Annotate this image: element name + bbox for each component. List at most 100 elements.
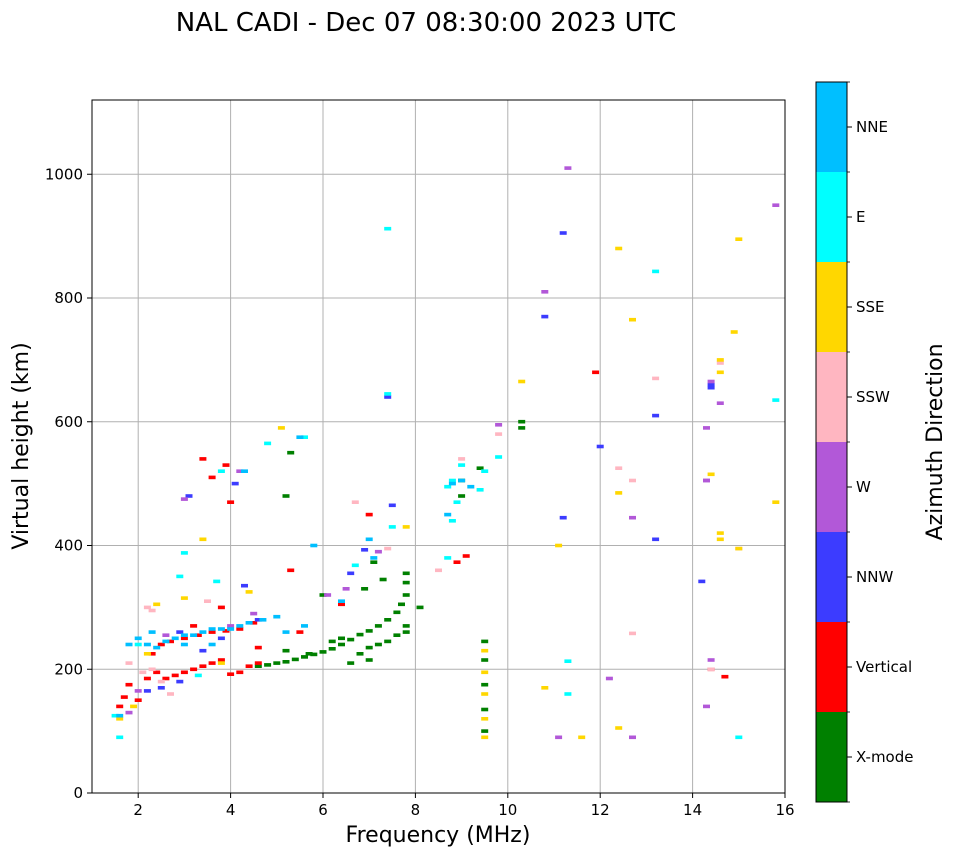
data-point — [134, 636, 142, 641]
colorbar-segment — [816, 712, 847, 802]
data-point — [148, 630, 156, 634]
data-point — [254, 618, 262, 622]
data-point — [153, 602, 161, 607]
data-point — [398, 602, 405, 607]
data-point — [384, 226, 392, 231]
data-point — [157, 686, 165, 690]
y-axis-ticks: 0 200 400 600 800 1000 — [45, 165, 92, 802]
data-point — [615, 491, 623, 495]
data-point — [481, 729, 489, 733]
data-point — [171, 673, 179, 678]
data-point — [374, 642, 382, 647]
data-point — [467, 484, 475, 489]
data-point — [301, 435, 308, 439]
chart-title: NAL CADI - Dec 07 08:30:00 2023 UTC — [176, 8, 676, 38]
data-point — [241, 583, 248, 588]
data-point — [772, 500, 780, 504]
series-ssw — [125, 361, 743, 696]
data-point — [217, 627, 225, 631]
data-point — [231, 481, 239, 486]
data-point — [347, 571, 355, 576]
data-point — [125, 661, 133, 665]
series-w — [125, 166, 780, 740]
data-point — [227, 672, 235, 676]
data-point — [707, 667, 715, 672]
series-sse — [116, 237, 780, 740]
data-point — [707, 658, 715, 662]
data-point — [605, 676, 613, 681]
data-point — [338, 602, 345, 607]
data-point — [707, 379, 715, 384]
data-point — [481, 692, 489, 696]
data-point — [481, 717, 489, 721]
data-point — [328, 647, 336, 651]
data-point — [698, 579, 706, 584]
data-point — [652, 413, 660, 418]
data-point — [116, 717, 124, 721]
data-point — [143, 605, 151, 610]
data-point — [384, 392, 392, 396]
data-points — [111, 166, 780, 740]
colorbar-segment — [816, 352, 847, 442]
data-point — [176, 574, 184, 579]
data-point — [444, 556, 452, 560]
y-tick-label: 600 — [54, 413, 83, 431]
data-point — [481, 469, 489, 473]
data-point — [139, 670, 147, 675]
data-point — [629, 735, 636, 740]
data-point — [148, 652, 156, 656]
data-point — [134, 642, 142, 647]
data-point — [444, 512, 452, 517]
x-tick-label: 4 — [226, 801, 236, 819]
data-point — [259, 618, 267, 622]
data-point — [264, 441, 272, 446]
data-point — [319, 650, 327, 654]
colorbar-segment — [816, 532, 847, 622]
data-point — [162, 633, 170, 637]
data-point — [772, 203, 780, 207]
series-x-mode — [254, 419, 526, 733]
data-point — [393, 633, 401, 637]
data-point — [171, 636, 179, 641]
data-point — [365, 512, 373, 517]
data-point — [199, 664, 207, 668]
data-point — [518, 419, 526, 424]
data-point — [176, 630, 184, 634]
data-point — [448, 519, 456, 523]
data-point — [287, 568, 295, 573]
colorbar: X-mode Vertical NNW W SSW SSE E NNE — [815, 81, 913, 803]
data-point — [462, 554, 470, 558]
data-point — [328, 639, 336, 644]
data-point — [384, 546, 392, 551]
data-point — [578, 735, 586, 740]
data-point — [518, 426, 526, 430]
y-axis-label: Virtual height (km) — [9, 342, 34, 549]
data-point — [384, 395, 392, 399]
grid-lines — [92, 100, 785, 793]
data-point — [301, 655, 308, 659]
data-point — [227, 624, 235, 628]
data-point — [388, 503, 396, 508]
data-point — [296, 630, 304, 634]
data-point — [180, 670, 188, 675]
data-point — [361, 587, 369, 591]
y-tick-label: 1000 — [45, 165, 83, 183]
colorbar-tick-label: E — [856, 208, 865, 226]
data-point — [250, 621, 258, 625]
colorbar-segment — [816, 82, 847, 172]
data-point — [236, 624, 244, 628]
data-point — [134, 698, 142, 702]
data-point — [310, 652, 318, 657]
data-point — [495, 432, 503, 436]
data-point — [592, 370, 600, 375]
data-point — [305, 652, 313, 656]
data-point — [204, 599, 211, 603]
data-point — [199, 457, 207, 461]
x-tick-label: 14 — [683, 801, 702, 819]
data-point — [356, 652, 364, 656]
data-point — [208, 475, 216, 480]
data-point — [342, 587, 350, 591]
data-point — [365, 629, 373, 633]
data-point — [157, 642, 165, 647]
data-point — [222, 629, 230, 633]
